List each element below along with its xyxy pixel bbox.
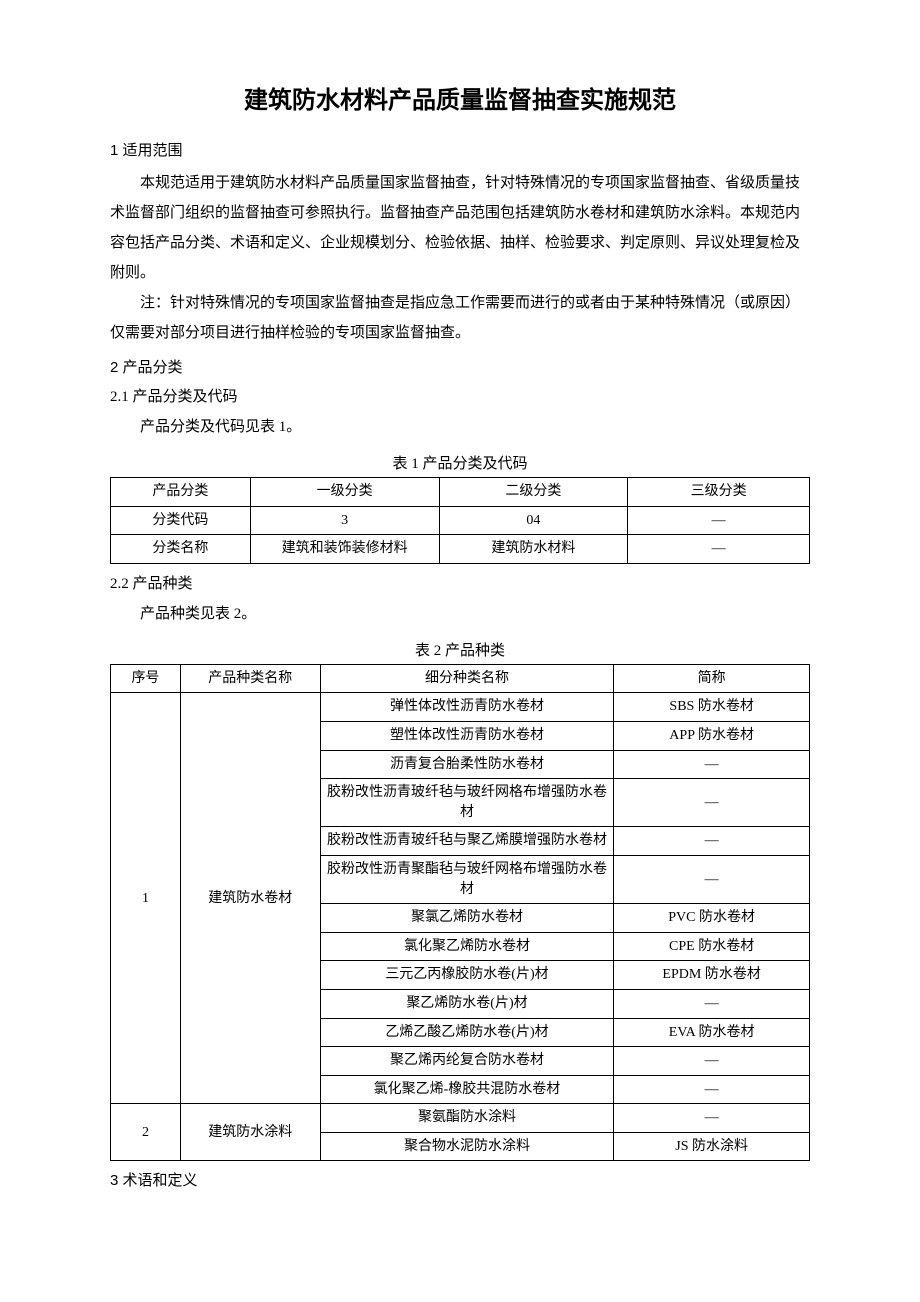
table-cell: 乙烯乙酸乙烯防水卷(片)材 <box>320 1018 614 1047</box>
table-cell: 氯化聚乙烯-橡胶共混防水卷材 <box>320 1075 614 1104</box>
section-3-heading: 3 术语和定义 <box>110 1169 810 1190</box>
table-cell: — <box>628 506 810 535</box>
section-1-heading: 1 适用范围 <box>110 139 810 160</box>
table-cell: 塑性体改性沥青防水卷材 <box>320 721 614 750</box>
subsection-2-1-text: 产品分类及代码见表 1。 <box>110 412 810 442</box>
table-cell: 1 <box>111 693 181 1104</box>
table-cell: — <box>628 535 810 564</box>
document-title: 建筑防水材料产品质量监督抽查实施规范 <box>110 80 810 115</box>
table-cell: — <box>614 989 810 1018</box>
table-cell: 建筑防水涂料 <box>180 1104 320 1161</box>
table-cell: — <box>614 1075 810 1104</box>
subsection-2-2-text: 产品种类见表 2。 <box>110 599 810 629</box>
table-cell: 胶粉改性沥青聚酯毡与玻纤网格布增强防水卷材 <box>320 855 614 903</box>
table-1: 产品分类 一级分类 二级分类 三级分类 分类代码 3 04 — 分类名称 建筑和… <box>110 477 810 564</box>
table-row: 1 建筑防水卷材 弹性体改性沥青防水卷材 SBS 防水卷材 <box>111 693 810 722</box>
table-cell: EPDM 防水卷材 <box>614 961 810 990</box>
table-cell: 2 <box>111 1104 181 1161</box>
table-cell: JS 防水涂料 <box>614 1132 810 1161</box>
table-cell: EVA 防水卷材 <box>614 1018 810 1047</box>
table-header-cell: 简称 <box>614 664 810 693</box>
table-cell: 沥青复合胎柔性防水卷材 <box>320 750 614 779</box>
table-cell: 04 <box>439 506 628 535</box>
table-cell: — <box>614 779 810 827</box>
subsection-2-1-heading: 2.1 产品分类及代码 <box>110 385 810 406</box>
section-1-paragraph-2: 注：针对特殊情况的专项国家监督抽查是指应急工作需要而进行的或者由于某种特殊情况（… <box>110 288 810 348</box>
table-cell: 分类名称 <box>111 535 251 564</box>
table-cell: — <box>614 1047 810 1076</box>
table-cell: SBS 防水卷材 <box>614 693 810 722</box>
table-cell: 聚乙烯丙纶复合防水卷材 <box>320 1047 614 1076</box>
table-cell: — <box>614 750 810 779</box>
table-cell: 聚合物水泥防水涂料 <box>320 1132 614 1161</box>
table-cell: 氯化聚乙烯防水卷材 <box>320 932 614 961</box>
subsection-2-2-heading: 2.2 产品种类 <box>110 572 810 593</box>
table-row: 分类代码 3 04 — <box>111 506 810 535</box>
table-cell: PVC 防水卷材 <box>614 904 810 933</box>
table-cell: 胶粉改性沥青玻纤毡与聚乙烯膜增强防水卷材 <box>320 827 614 856</box>
table-header-cell: 细分种类名称 <box>320 664 614 693</box>
table-row: 2 建筑防水涂料 聚氨酯防水涂料 — <box>111 1104 810 1133</box>
table-cell: 聚乙烯防水卷(片)材 <box>320 989 614 1018</box>
table-cell: 弹性体改性沥青防水卷材 <box>320 693 614 722</box>
table-cell: 一级分类 <box>250 478 439 507</box>
table-cell: 建筑防水卷材 <box>180 693 320 1104</box>
table-cell: 分类代码 <box>111 506 251 535</box>
table-header-cell: 产品种类名称 <box>180 664 320 693</box>
table-cell: 三级分类 <box>628 478 810 507</box>
table-cell: 二级分类 <box>439 478 628 507</box>
table-cell: 聚氨酯防水涂料 <box>320 1104 614 1133</box>
table-cell: 3 <box>250 506 439 535</box>
table-2-caption: 表 2 产品种类 <box>110 639 810 660</box>
table-cell: — <box>614 827 810 856</box>
document-page: 建筑防水材料产品质量监督抽查实施规范 1 适用范围 本规范适用于建筑防水材料产品… <box>0 0 920 1238</box>
table-header-cell: 序号 <box>111 664 181 693</box>
table-cell: 产品分类 <box>111 478 251 507</box>
section-1-paragraph-1: 本规范适用于建筑防水材料产品质量国家监督抽查，针对特殊情况的专项国家监督抽查、省… <box>110 168 810 288</box>
section-2-heading: 2 产品分类 <box>110 356 810 377</box>
table-cell: 建筑防水材料 <box>439 535 628 564</box>
table-cell: 聚氯乙烯防水卷材 <box>320 904 614 933</box>
table-row: 分类名称 建筑和装饰装修材料 建筑防水材料 — <box>111 535 810 564</box>
table-row: 产品分类 一级分类 二级分类 三级分类 <box>111 478 810 507</box>
table-2: 序号 产品种类名称 细分种类名称 简称 1 建筑防水卷材 弹性体改性沥青防水卷材… <box>110 664 810 1162</box>
table-cell: — <box>614 1104 810 1133</box>
table-1-caption: 表 1 产品分类及代码 <box>110 452 810 473</box>
table-cell: — <box>614 855 810 903</box>
table-cell: 胶粉改性沥青玻纤毡与玻纤网格布增强防水卷材 <box>320 779 614 827</box>
table-cell: 三元乙丙橡胶防水卷(片)材 <box>320 961 614 990</box>
table-cell: 建筑和装饰装修材料 <box>250 535 439 564</box>
table-cell: APP 防水卷材 <box>614 721 810 750</box>
table-cell: CPE 防水卷材 <box>614 932 810 961</box>
table-row: 序号 产品种类名称 细分种类名称 简称 <box>111 664 810 693</box>
